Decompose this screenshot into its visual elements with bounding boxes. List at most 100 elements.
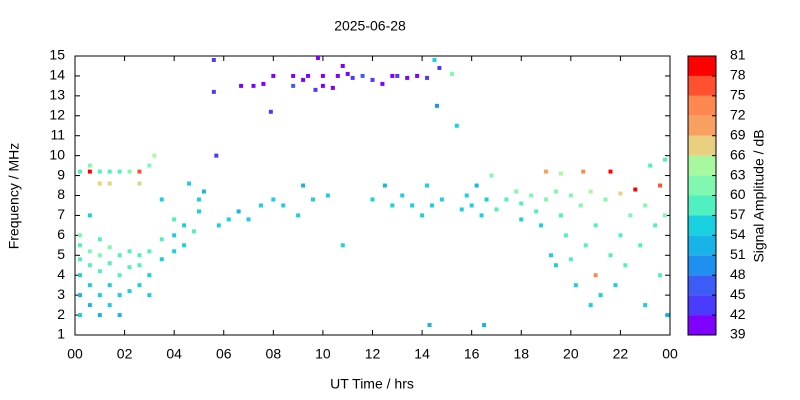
data-point bbox=[107, 303, 112, 308]
data-point bbox=[271, 73, 276, 78]
data-point bbox=[330, 85, 335, 90]
data-point bbox=[382, 183, 387, 188]
data-point bbox=[107, 283, 112, 288]
y-tick-label: 8 bbox=[57, 186, 65, 202]
data-point bbox=[152, 153, 157, 158]
x-tick-label: 06 bbox=[216, 346, 232, 362]
data-point bbox=[469, 203, 474, 208]
data-point bbox=[301, 77, 306, 82]
data-point bbox=[137, 283, 142, 288]
data-point bbox=[107, 169, 112, 174]
data-point bbox=[77, 233, 82, 238]
y-tick-label: 5 bbox=[57, 246, 65, 262]
colorbar-band bbox=[688, 255, 716, 276]
y-tick-label: 10 bbox=[49, 146, 65, 162]
data-point bbox=[77, 257, 82, 262]
data-point bbox=[558, 213, 563, 218]
data-point bbox=[425, 75, 430, 80]
data-point bbox=[588, 189, 593, 194]
data-point bbox=[544, 169, 549, 174]
data-point bbox=[172, 217, 177, 222]
data-point bbox=[127, 265, 132, 270]
data-point bbox=[665, 313, 670, 318]
colorbar-band bbox=[688, 95, 716, 116]
x-tick-label: 08 bbox=[266, 346, 282, 362]
data-point bbox=[211, 89, 216, 94]
data-point bbox=[405, 75, 410, 80]
data-point bbox=[340, 243, 345, 248]
colorbar-band bbox=[688, 56, 716, 76]
data-point bbox=[182, 223, 187, 228]
data-point bbox=[410, 203, 415, 208]
colorbar-band bbox=[688, 115, 716, 136]
y-tick-label: 1 bbox=[57, 326, 65, 342]
data-point bbox=[239, 83, 244, 88]
data-point bbox=[653, 223, 658, 228]
data-point bbox=[313, 87, 318, 92]
colorbar-band bbox=[688, 295, 716, 316]
data-point bbox=[117, 253, 122, 258]
data-point bbox=[395, 73, 400, 78]
data-point bbox=[147, 249, 152, 254]
x-tick-label: 02 bbox=[117, 346, 133, 362]
y-tick-label: 6 bbox=[57, 226, 65, 242]
y-tick-label: 11 bbox=[50, 126, 65, 142]
data-point bbox=[350, 75, 355, 80]
x-tick-label: 00 bbox=[67, 346, 83, 362]
data-point bbox=[77, 243, 82, 248]
x-tick-label: 00 bbox=[662, 346, 678, 362]
data-point bbox=[311, 197, 315, 202]
data-point bbox=[581, 169, 586, 174]
data-point bbox=[390, 203, 395, 208]
data-point bbox=[87, 249, 92, 254]
x-tick-label: 10 bbox=[315, 346, 331, 362]
data-point bbox=[315, 55, 320, 60]
data-point bbox=[127, 289, 132, 294]
data-point bbox=[77, 293, 82, 298]
colorbar-tick-label: 66 bbox=[730, 146, 746, 162]
data-point bbox=[320, 73, 325, 78]
x-tick-label: 14 bbox=[414, 346, 430, 362]
data-point bbox=[549, 253, 553, 258]
x-tick-label: 12 bbox=[365, 346, 381, 362]
y-axis-label: Frequency / MHz bbox=[6, 143, 22, 250]
colorbar-band bbox=[688, 195, 716, 216]
data-point bbox=[464, 193, 469, 198]
data-point bbox=[192, 229, 196, 234]
data-point bbox=[147, 273, 152, 278]
data-point bbox=[519, 201, 524, 206]
data-point bbox=[593, 223, 598, 228]
data-point bbox=[291, 83, 296, 88]
colorbar-band bbox=[688, 75, 716, 96]
data-point bbox=[504, 197, 509, 202]
data-point bbox=[87, 303, 92, 308]
y-tick-label: 12 bbox=[49, 106, 65, 122]
data-point bbox=[563, 233, 568, 238]
data-point bbox=[370, 77, 375, 82]
data-point bbox=[291, 73, 296, 78]
data-point bbox=[425, 183, 430, 188]
data-point bbox=[137, 169, 142, 174]
data-point bbox=[261, 81, 266, 86]
data-point bbox=[608, 253, 613, 258]
data-point bbox=[87, 163, 92, 168]
y-tick-label: 15 bbox=[49, 47, 65, 63]
data-point bbox=[628, 213, 633, 218]
data-point bbox=[583, 243, 588, 248]
data-point bbox=[251, 83, 256, 88]
data-point bbox=[214, 153, 219, 158]
data-point bbox=[474, 183, 479, 188]
x-tick-label: 20 bbox=[563, 346, 579, 362]
colorbar-tick-label: 78 bbox=[730, 67, 746, 83]
colorbar-tick-label: 60 bbox=[730, 186, 746, 202]
x-tick-label: 04 bbox=[166, 346, 182, 362]
colorbar-tick-label: 45 bbox=[730, 286, 746, 302]
data-point bbox=[97, 181, 102, 186]
data-point bbox=[97, 313, 102, 318]
data-point bbox=[147, 163, 152, 168]
colorbar-band bbox=[688, 135, 716, 156]
data-point bbox=[87, 213, 92, 218]
data-point bbox=[97, 293, 102, 298]
data-point bbox=[593, 273, 598, 278]
data-point bbox=[296, 213, 301, 218]
